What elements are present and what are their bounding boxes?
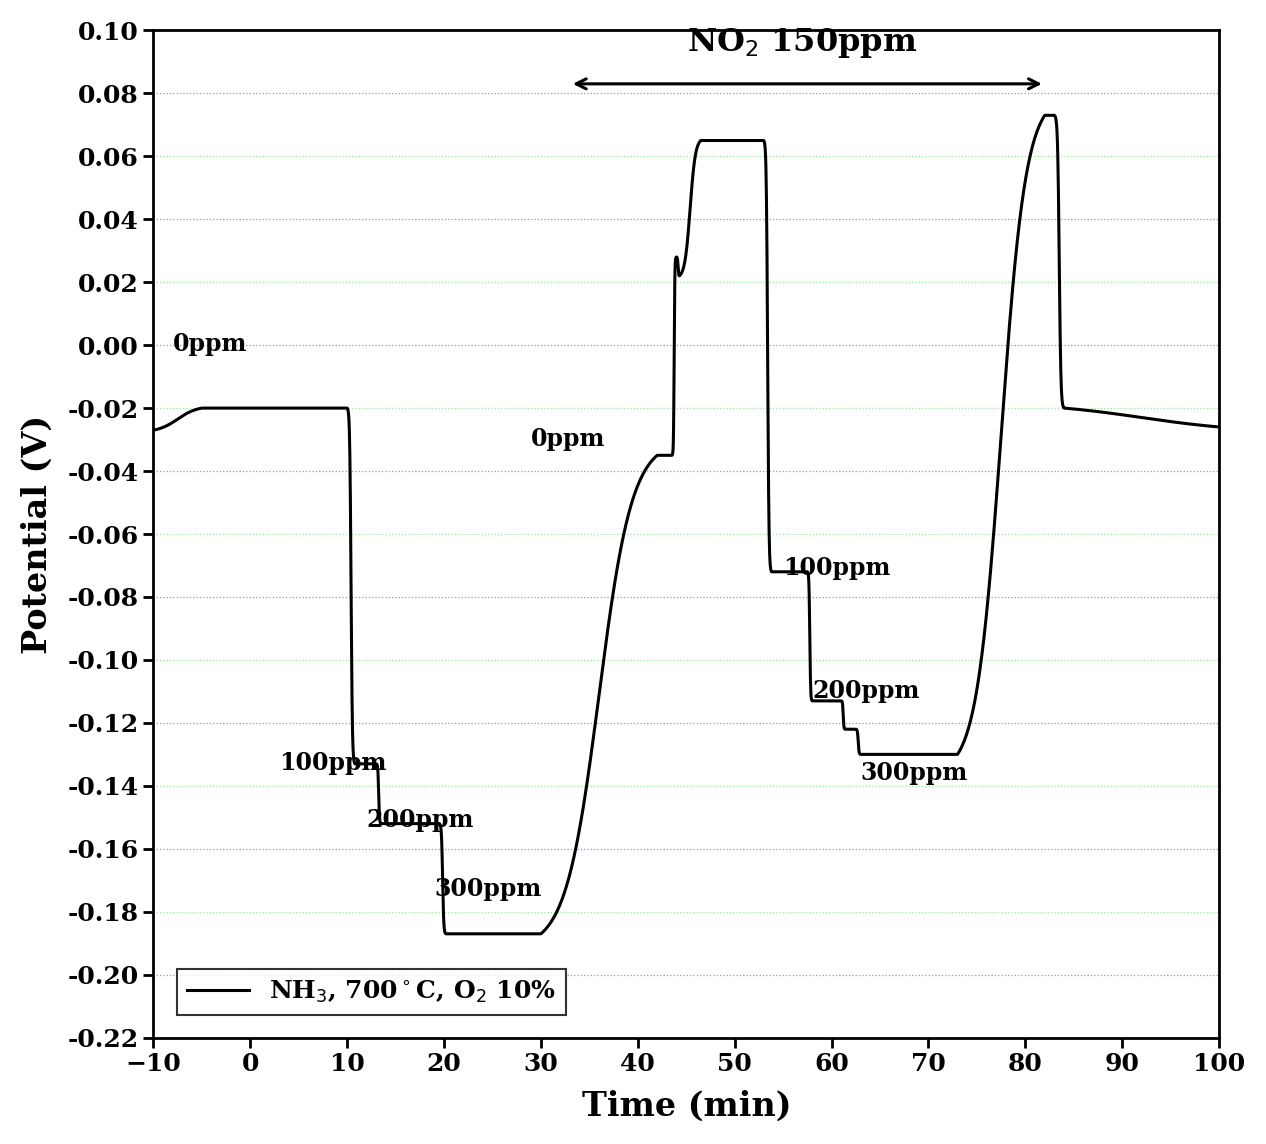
Text: 200ppm: 200ppm	[367, 808, 473, 832]
Text: 100ppm: 100ppm	[784, 556, 890, 580]
Text: NO$_2$ 150ppm: NO$_2$ 150ppm	[687, 26, 918, 59]
Y-axis label: Potential (V): Potential (V)	[20, 414, 54, 653]
X-axis label: Time (min): Time (min)	[581, 1090, 791, 1123]
Legend: NH$_3$, 700$^\circ$C, O$_2$ 10%: NH$_3$, 700$^\circ$C, O$_2$ 10%	[176, 969, 566, 1015]
Text: 300ppm: 300ppm	[434, 877, 542, 901]
Text: 300ppm: 300ppm	[861, 761, 968, 785]
Text: 100ppm: 100ppm	[280, 752, 386, 776]
Text: 0ppm: 0ppm	[532, 427, 605, 451]
Text: 200ppm: 200ppm	[813, 678, 919, 702]
Text: 0ppm: 0ppm	[172, 333, 247, 357]
